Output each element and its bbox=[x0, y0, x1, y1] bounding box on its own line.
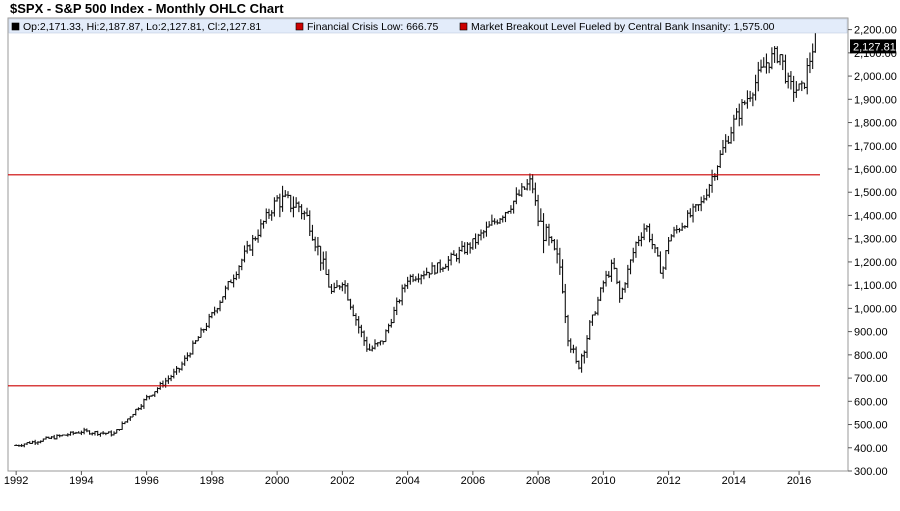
last-value-label: 2,127.81 bbox=[853, 41, 896, 53]
y-tick-label: 700.00 bbox=[854, 373, 888, 385]
x-tick-label: 2012 bbox=[656, 475, 680, 487]
legend-swatch bbox=[459, 22, 468, 31]
y-tick-label: 1,400.00 bbox=[854, 210, 897, 222]
y-tick-label: 1,300.00 bbox=[854, 234, 897, 246]
y-tick-label: 2,200.00 bbox=[854, 25, 897, 37]
legend-entry: Financial Crisis Low: 666.75 bbox=[307, 21, 438, 33]
y-tick-label: 300.00 bbox=[854, 466, 888, 478]
legend-strip bbox=[8, 18, 848, 34]
x-tick-label: 2006 bbox=[461, 475, 485, 487]
y-tick-label: 400.00 bbox=[854, 443, 888, 455]
x-tick-label: 2014 bbox=[722, 475, 746, 487]
plot-frame bbox=[7, 17, 849, 472]
legend-swatch bbox=[11, 22, 20, 31]
y-tick-label: 1,700.00 bbox=[854, 141, 897, 153]
x-tick-label: 1994 bbox=[69, 475, 93, 487]
x-tick-label: 1992 bbox=[4, 475, 28, 487]
y-tick-label: 1,200.00 bbox=[854, 257, 897, 269]
last-value-box bbox=[850, 39, 896, 54]
y-tick-label: 1,900.00 bbox=[854, 94, 897, 106]
legend-swatch bbox=[295, 22, 304, 31]
y-tick-label: 900.00 bbox=[854, 327, 888, 339]
x-tick-label: 2008 bbox=[526, 475, 550, 487]
y-tick-label: 1,000.00 bbox=[854, 303, 897, 315]
y-tick-label: 1,600.00 bbox=[854, 164, 897, 176]
legend-entry: Market Breakout Level Fueled by Central … bbox=[471, 21, 775, 33]
y-tick-label: 1,800.00 bbox=[854, 118, 897, 130]
chart-title: $SPX - S&P 500 Index - Monthly OHLC Char… bbox=[10, 1, 284, 16]
y-tick-label: 500.00 bbox=[854, 420, 888, 432]
y-tick-label: 800.00 bbox=[854, 350, 888, 362]
y-tick-label: 600.00 bbox=[854, 396, 888, 408]
x-tick-label: 2016 bbox=[787, 475, 811, 487]
x-tick-label: 2004 bbox=[395, 475, 419, 487]
x-tick-label: 1996 bbox=[134, 475, 158, 487]
x-tick-label: 1998 bbox=[200, 475, 224, 487]
y-tick-label: 1,500.00 bbox=[854, 187, 897, 199]
y-tick-label: 1,100.00 bbox=[854, 280, 897, 292]
x-tick-label: 2010 bbox=[591, 475, 615, 487]
y-tick-label: 2,000.00 bbox=[854, 71, 897, 83]
legend-entry: Op:2,171.33, Hi:2,187.87, Lo:2,127.81, C… bbox=[23, 21, 261, 33]
x-tick-label: 2002 bbox=[330, 475, 354, 487]
x-tick-label: 2000 bbox=[265, 475, 289, 487]
